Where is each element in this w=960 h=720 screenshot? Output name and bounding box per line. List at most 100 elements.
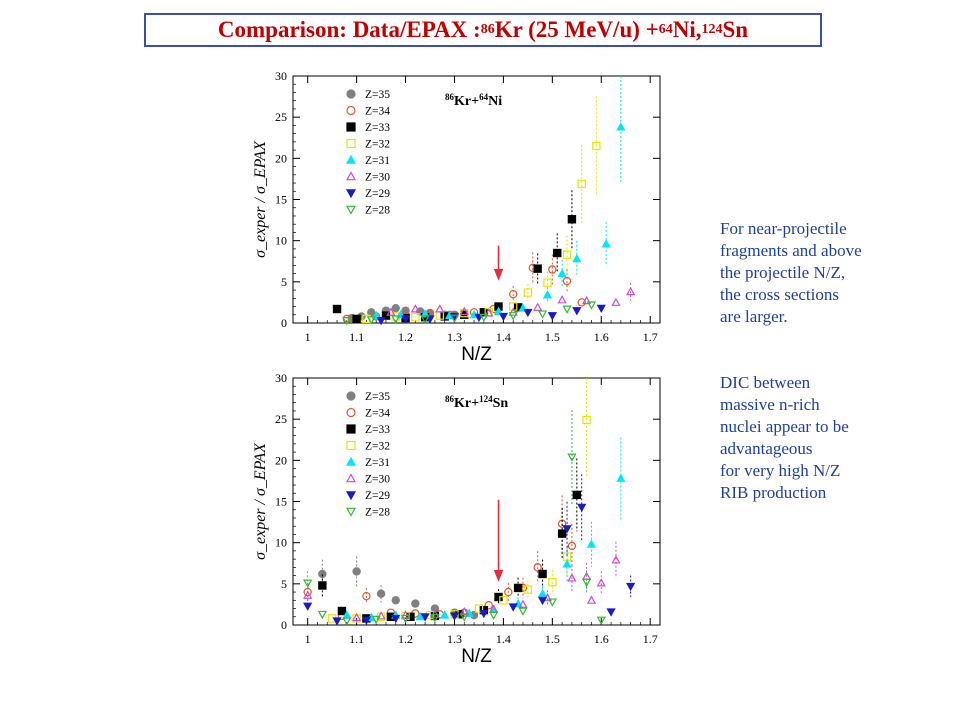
marker-shape xyxy=(489,611,499,620)
data-point xyxy=(562,250,572,259)
data-point xyxy=(391,596,400,605)
marker-shape xyxy=(581,295,592,305)
marker-shape xyxy=(538,569,547,579)
marker-shape xyxy=(479,313,489,323)
data-point xyxy=(518,599,528,608)
x-tick-label: 1 xyxy=(305,330,311,344)
data-point xyxy=(420,309,430,318)
marker-shape xyxy=(509,302,518,311)
legend-label: Z=28 xyxy=(365,507,390,519)
side-line: RIB production xyxy=(720,483,827,502)
x-tick-label: 1.1 xyxy=(349,330,364,344)
data-point xyxy=(572,307,582,316)
marker-shape xyxy=(493,306,504,315)
marker-shape xyxy=(400,315,411,324)
y-tick-label: 25 xyxy=(275,110,287,124)
marker-shape xyxy=(430,609,440,618)
marker-shape xyxy=(474,604,484,613)
y-tick-label: 20 xyxy=(275,151,287,165)
marker-shape xyxy=(346,391,356,401)
marker-shape xyxy=(391,303,400,313)
data-point xyxy=(581,295,592,305)
marker-shape xyxy=(537,310,548,319)
marker-shape xyxy=(606,608,616,617)
title-element-2: Ni, xyxy=(672,17,702,42)
data-point xyxy=(303,590,313,599)
data-point xyxy=(606,608,616,617)
marker-shape xyxy=(567,573,577,582)
data-point xyxy=(376,611,386,620)
marker-shape xyxy=(318,569,327,579)
x-tick-label: 1.2 xyxy=(398,330,413,344)
marker-shape xyxy=(577,298,586,307)
data-point xyxy=(400,614,411,624)
marker-shape xyxy=(345,205,357,215)
marker-shape xyxy=(567,541,577,551)
x-tick-label: 1.5 xyxy=(545,632,560,646)
marker-shape xyxy=(601,239,611,248)
data-point xyxy=(479,313,489,323)
marker-shape xyxy=(557,529,567,538)
side-line: the projectile N/Z, xyxy=(720,263,846,282)
marker-shape xyxy=(509,289,518,299)
side-line: nuclei appear to be xyxy=(720,417,849,436)
data-point xyxy=(400,315,411,324)
legend-label: Z=33 xyxy=(365,424,390,436)
marker-shape xyxy=(586,301,597,310)
data-point xyxy=(548,265,557,274)
marker-shape xyxy=(596,304,606,314)
data-point xyxy=(509,302,518,311)
marker-shape xyxy=(547,312,557,321)
data-point xyxy=(430,609,440,618)
title-mass-3: 124 xyxy=(701,22,723,37)
data-point xyxy=(410,304,420,313)
marker-shape xyxy=(303,579,313,588)
x-axis-label: N/Z xyxy=(461,646,492,665)
marker-shape xyxy=(508,307,518,316)
reaction-mass: 86 xyxy=(445,394,455,404)
marker-shape xyxy=(400,610,411,619)
marker-shape xyxy=(345,189,357,199)
legend-marker xyxy=(346,440,356,451)
marker-shape xyxy=(391,596,400,605)
legend-marker xyxy=(346,89,356,99)
legend-label: Z=32 xyxy=(365,139,390,151)
data-point xyxy=(406,612,415,621)
legend-marker xyxy=(346,391,356,401)
data-point xyxy=(533,264,542,273)
y-tick-label: 30 xyxy=(275,371,287,385)
red-arrow-head xyxy=(493,570,504,582)
data-point xyxy=(362,314,371,324)
x-tick-label: 1.4 xyxy=(496,330,511,344)
data-point xyxy=(562,305,572,314)
marker-shape xyxy=(391,614,401,624)
data-point xyxy=(533,563,542,572)
marker-shape xyxy=(303,590,313,599)
marker-shape xyxy=(533,563,542,572)
data-point xyxy=(543,278,552,287)
x-tick-label: 1 xyxy=(305,632,311,646)
data-point xyxy=(376,317,386,326)
marker-shape xyxy=(557,268,567,278)
data-point xyxy=(474,604,484,613)
data-point xyxy=(459,606,469,616)
marker-shape xyxy=(345,473,357,483)
data-point xyxy=(586,301,597,310)
data-point xyxy=(611,555,621,564)
x-tick-label: 1.4 xyxy=(496,632,511,646)
marker-shape xyxy=(562,250,572,259)
marker-shape xyxy=(626,582,636,592)
marker-shape xyxy=(459,613,469,622)
data-point xyxy=(547,598,557,607)
legend-label: Z=34 xyxy=(365,106,390,118)
marker-shape xyxy=(582,415,591,425)
marker-shape xyxy=(345,171,357,181)
y-tick-label: 20 xyxy=(275,453,287,467)
side-text-1: For near-projectile fragments and above … xyxy=(720,218,920,328)
marker-shape xyxy=(586,539,597,548)
marker-shape xyxy=(577,179,586,189)
marker-shape xyxy=(479,609,489,619)
data-point xyxy=(596,616,606,625)
data-point xyxy=(508,312,518,321)
side-line: massive n-rich xyxy=(720,395,820,414)
